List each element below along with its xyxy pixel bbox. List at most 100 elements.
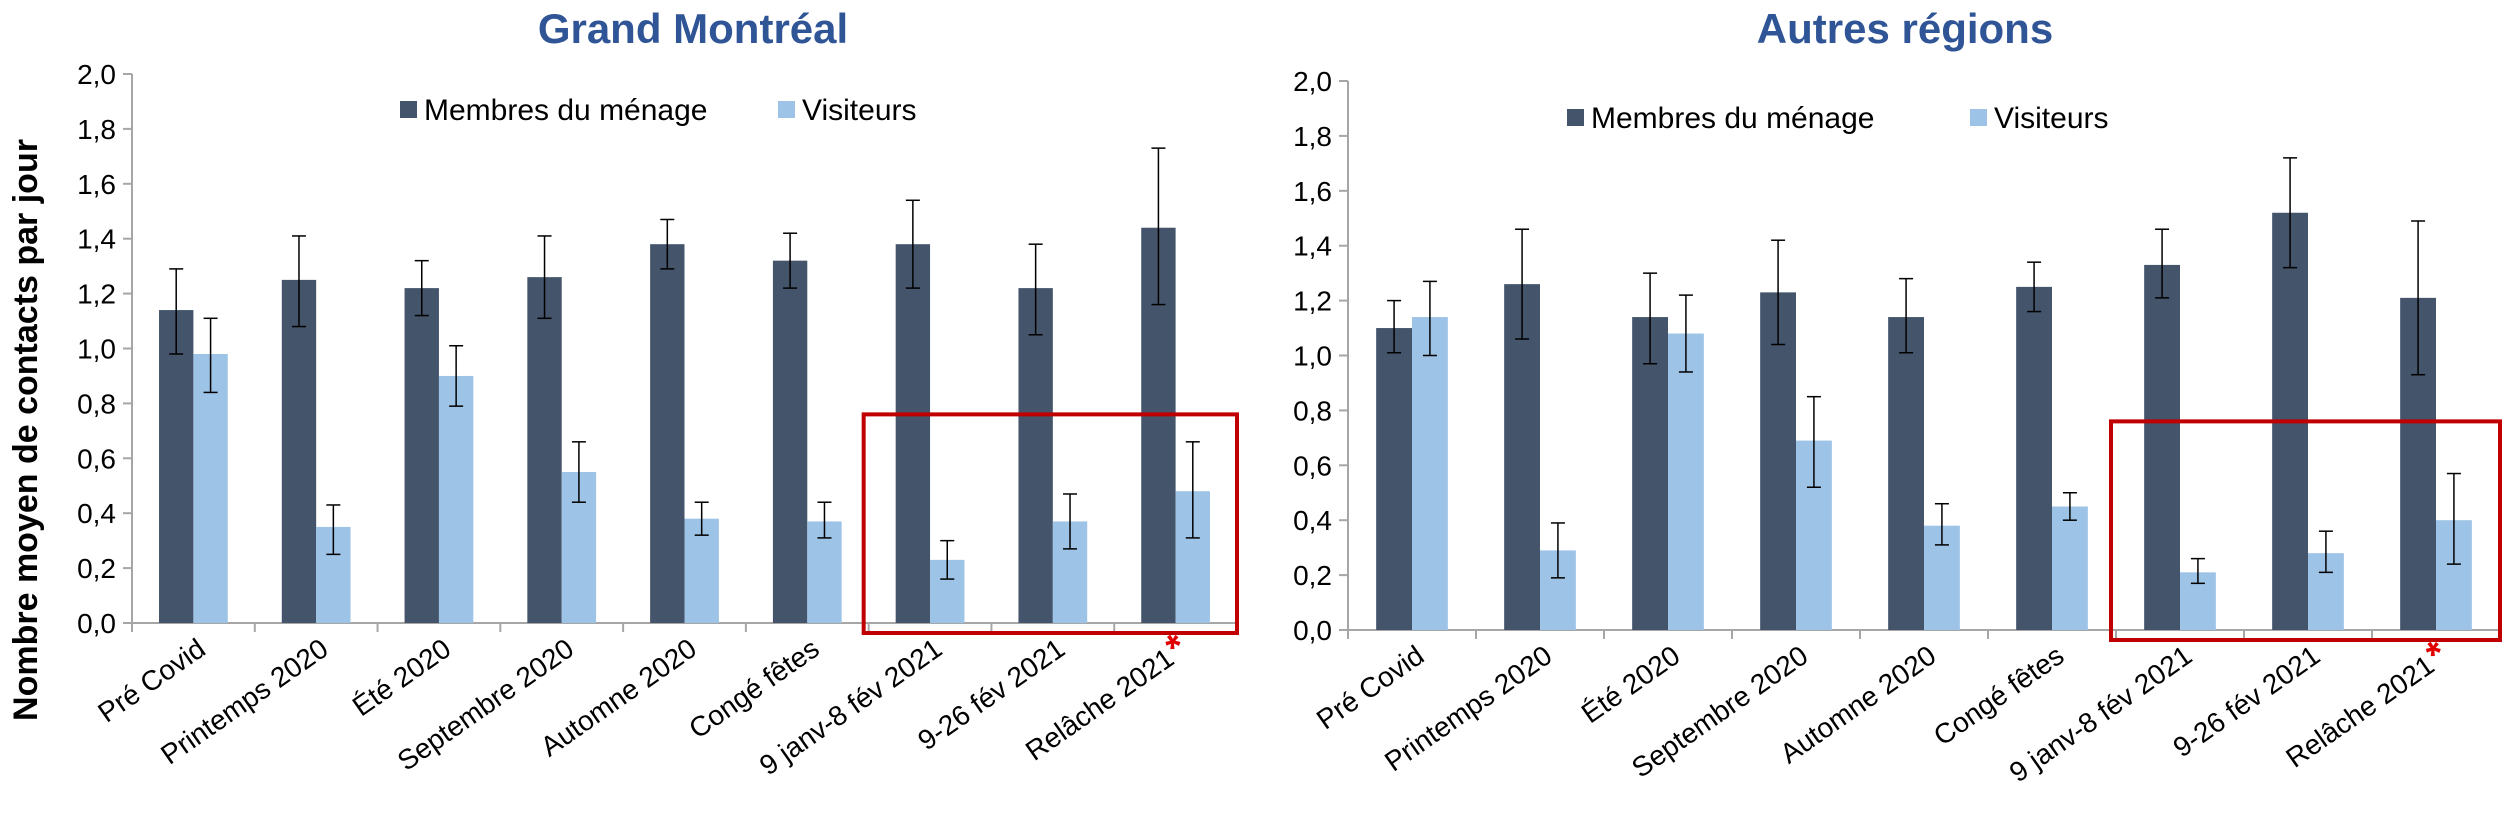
y-tick-label: 2,0 bbox=[1293, 66, 1332, 97]
y-tick-label: 1,6 bbox=[1293, 176, 1332, 207]
y-tick-label: 1,6 bbox=[77, 169, 116, 200]
error-bar bbox=[1515, 228, 1530, 340]
y-tick-label: 1,0 bbox=[77, 334, 116, 365]
legend-swatch bbox=[400, 101, 417, 118]
bar-household bbox=[1632, 317, 1668, 630]
error-bar bbox=[1899, 277, 1914, 354]
bar-household bbox=[1504, 284, 1540, 630]
error-bar bbox=[2283, 157, 2298, 269]
bar-household bbox=[772, 260, 808, 623]
bar-household bbox=[2144, 264, 2180, 630]
bar-household bbox=[281, 279, 317, 623]
error-bar bbox=[660, 218, 675, 270]
legend-label: Visiteurs bbox=[1994, 102, 2109, 135]
bar-household bbox=[404, 288, 439, 623]
legend-swatch bbox=[778, 101, 795, 118]
error-bar bbox=[291, 235, 306, 328]
error-bar bbox=[817, 501, 832, 539]
error-bar bbox=[2318, 530, 2333, 574]
bar-visitors bbox=[1668, 333, 1704, 630]
y-tick-label: 0,0 bbox=[77, 608, 116, 639]
error-bar bbox=[1387, 299, 1402, 354]
error-bar bbox=[2446, 472, 2461, 565]
bar-visitors bbox=[1412, 317, 1448, 630]
error-bar bbox=[2411, 220, 2426, 376]
bar-household bbox=[650, 244, 685, 623]
error-bar bbox=[1934, 502, 1949, 546]
highlight-box bbox=[861, 412, 1240, 635]
error-bar bbox=[1063, 493, 1078, 550]
bar-household bbox=[895, 244, 931, 623]
error-bar bbox=[1185, 441, 1200, 539]
y-tick-label: 0,6 bbox=[1293, 450, 1332, 481]
y-tick-label: 1,2 bbox=[1293, 286, 1332, 317]
error-bar bbox=[449, 345, 464, 407]
error-bar bbox=[2190, 557, 2205, 585]
legend: Membres du ménage Visiteurs bbox=[1567, 102, 2109, 135]
error-bar bbox=[203, 317, 218, 394]
chart-title: Autres régions bbox=[1757, 5, 2053, 52]
x-tick-label: Pré Covid bbox=[92, 633, 210, 729]
x-tick-label: Été 2020 bbox=[1576, 640, 1686, 730]
y-tick-label: 1,0 bbox=[1293, 341, 1332, 372]
error-bar bbox=[169, 268, 184, 355]
error-bar bbox=[1151, 147, 1166, 306]
bar-household bbox=[1888, 317, 1924, 630]
bar-household bbox=[1018, 288, 1053, 623]
chart-title: Grand Montréal bbox=[538, 5, 848, 52]
highlight-box bbox=[2109, 419, 2502, 642]
chart-panel-2: Autres régions 0,0 0,2 0,4 0,6 0,8 1,0 1,2 1,4 1,… bbox=[1293, 5, 2502, 788]
legend-label: Membres du ménage bbox=[1591, 102, 1874, 135]
bar-household bbox=[159, 310, 194, 623]
x-tick-label: Pré Covid bbox=[1311, 640, 1429, 736]
bar-household bbox=[527, 277, 562, 623]
error-bar bbox=[1422, 280, 1437, 357]
legend-label: Membres du ménage bbox=[424, 94, 707, 127]
y-tick-label: 0,4 bbox=[77, 498, 116, 529]
error-bar bbox=[326, 504, 341, 556]
error-bar bbox=[694, 501, 709, 536]
y-tick-label: 0,8 bbox=[77, 388, 116, 419]
error-bar bbox=[2062, 492, 2077, 521]
y-tick-label: 1,4 bbox=[77, 224, 116, 255]
bar-visitors bbox=[438, 375, 474, 623]
y-tick-label: 1,2 bbox=[77, 279, 116, 310]
error-bar bbox=[1806, 395, 1821, 489]
y-tick-label: 2,0 bbox=[77, 59, 116, 90]
legend-label: Visiteurs bbox=[802, 94, 917, 127]
bar-household bbox=[1760, 292, 1796, 630]
error-bar bbox=[1771, 239, 1786, 346]
bar-household bbox=[2016, 286, 2052, 630]
legend-swatch bbox=[1970, 109, 1987, 126]
error-bar bbox=[940, 539, 955, 580]
bar-visitors bbox=[2052, 506, 2088, 630]
y-tick-label: 0,8 bbox=[1293, 395, 1332, 426]
error-bar bbox=[571, 441, 586, 503]
legend-swatch bbox=[1567, 109, 1584, 126]
y-tick-label: 0,4 bbox=[1293, 505, 1332, 536]
y-axis-label: Nombre moyen de contacts par jour bbox=[7, 139, 45, 721]
y-tick-label: 1,8 bbox=[1293, 121, 1332, 152]
y-tick-label: 1,8 bbox=[77, 114, 116, 145]
y-tick-label: 0,2 bbox=[1293, 560, 1332, 591]
error-bar bbox=[1028, 243, 1043, 336]
x-tick-label: Été 2020 bbox=[347, 633, 457, 723]
y-tick-label: 0,0 bbox=[1293, 615, 1332, 646]
chart-panel-1: Grand Montréal 0,0 0,2 0,4 0,6 0,8 1,0 1,2 1,4 1,… bbox=[77, 5, 1240, 781]
bar-household bbox=[1376, 328, 1412, 630]
error-bar bbox=[414, 259, 429, 317]
error-bar bbox=[1550, 522, 1565, 579]
error-bar bbox=[783, 232, 798, 289]
error-bar bbox=[2155, 228, 2170, 299]
y-tick-label: 0,6 bbox=[77, 443, 116, 474]
y-tick-label: 0,2 bbox=[77, 553, 116, 584]
bar-visitors bbox=[193, 353, 228, 623]
error-bar bbox=[1643, 272, 1658, 365]
error-bar bbox=[537, 235, 552, 320]
legend: Membres du ménage Visiteurs bbox=[400, 94, 917, 127]
bar-visitors bbox=[684, 518, 719, 623]
error-bar bbox=[2027, 261, 2042, 313]
